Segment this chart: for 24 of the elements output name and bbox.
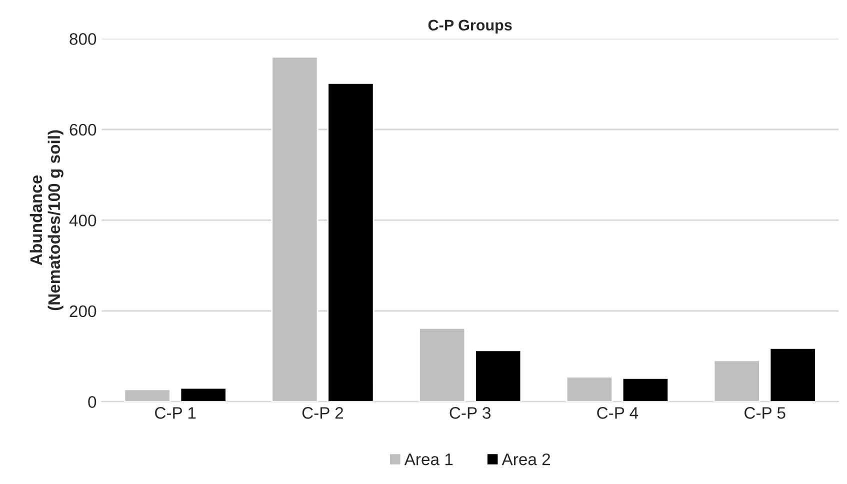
bar	[769, 347, 816, 402]
chart-title: C-P Groups	[428, 20, 512, 34]
bar	[180, 387, 227, 402]
bar	[271, 56, 318, 402]
bar	[418, 328, 466, 402]
y-tick-label: 400	[69, 214, 96, 226]
bar	[566, 376, 613, 402]
bar	[327, 82, 374, 402]
bar	[124, 388, 171, 402]
y-axis-title: Abundance (Nematodes/100 g soil)	[30, 130, 64, 310]
bar	[713, 360, 760, 402]
x-tick-label: C-P 2	[302, 407, 344, 419]
bar	[474, 350, 522, 402]
legend-label: Area 2	[502, 453, 550, 466]
legend-label: Area 1	[404, 454, 453, 466]
x-tick-label: C-P 3	[450, 407, 491, 419]
y-tick-label: 600	[70, 124, 96, 136]
x-tick-label: C-P 1	[155, 407, 196, 419]
x-tick-label: C-P 4	[597, 407, 638, 419]
y-tick-label: 0	[88, 396, 96, 408]
y-tick-label: 200	[70, 305, 96, 318]
y-tick-label: 800	[70, 33, 96, 45]
bar	[622, 377, 670, 402]
x-tick-label: C-P 5	[744, 407, 786, 419]
